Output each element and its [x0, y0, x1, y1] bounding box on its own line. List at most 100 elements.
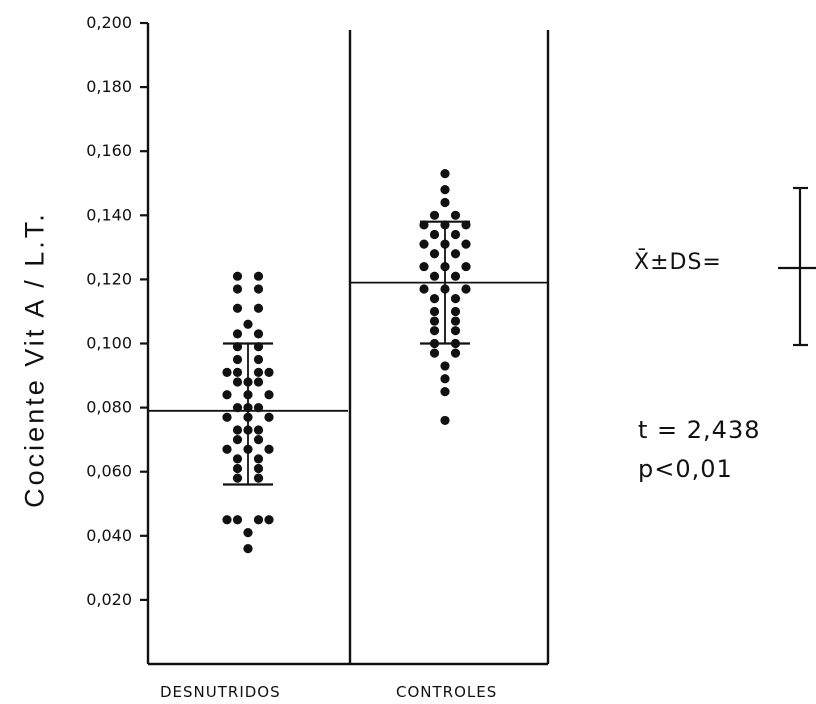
y-tick-label: 0,040	[86, 526, 132, 545]
data-point	[243, 390, 253, 400]
category-label-controles: CONTROLES	[396, 683, 498, 701]
data-point	[440, 386, 450, 397]
data-point	[253, 463, 264, 474]
data-point	[429, 306, 440, 317]
data-point	[450, 294, 461, 304]
groups	[148, 169, 548, 554]
data-point	[243, 444, 253, 454]
y-tick-label: 0,060	[86, 462, 132, 481]
data-point	[222, 515, 232, 525]
data-point	[429, 210, 440, 220]
data-point	[232, 463, 243, 474]
data-point	[253, 515, 264, 525]
data-point	[232, 515, 243, 525]
data-point	[461, 261, 471, 272]
data-point	[450, 271, 461, 281]
data-point	[232, 425, 243, 435]
data-point	[253, 377, 264, 387]
data-point	[232, 284, 243, 294]
data-point	[253, 342, 264, 352]
data-point	[440, 284, 450, 294]
t-statistic: t = 2,438	[638, 416, 761, 444]
y-tick-label: 0,140	[86, 205, 132, 224]
data-point	[429, 249, 440, 259]
legend-label: X̄±DS=	[634, 250, 722, 275]
data-point	[440, 197, 450, 208]
data-point	[450, 338, 461, 349]
data-point	[243, 319, 253, 329]
y-ticks: 0,020 0,040 0,060 0,080 0,100 0,120 0,140 0,160…	[86, 13, 148, 609]
data-point	[450, 210, 461, 220]
data-point	[232, 435, 243, 445]
data-point	[253, 454, 264, 464]
data-point	[264, 444, 274, 454]
data-point	[232, 329, 243, 339]
data-point	[440, 361, 450, 371]
y-tick-label: 0,120	[86, 269, 132, 288]
data-point	[253, 284, 264, 294]
data-point	[232, 342, 243, 352]
data-point	[253, 473, 264, 483]
data-point	[450, 229, 461, 240]
y-tick-label: 0,200	[86, 13, 132, 32]
data-point	[243, 412, 253, 422]
data-point	[440, 239, 450, 249]
category-label-desnutridos: DESNUTRIDOS	[160, 683, 281, 701]
data-point	[264, 367, 274, 377]
data-point	[232, 303, 243, 313]
data-point	[440, 185, 450, 195]
data-point	[253, 425, 264, 435]
data-point	[222, 444, 232, 454]
data-point	[243, 403, 253, 413]
data-point	[429, 338, 440, 349]
data-point	[253, 329, 264, 339]
data-point	[429, 348, 440, 358]
data-point	[450, 348, 461, 358]
data-point	[440, 261, 450, 272]
data-point	[419, 220, 429, 230]
data-point	[461, 284, 471, 294]
data-point	[232, 377, 243, 387]
data-point	[232, 473, 243, 483]
y-axis-label: Cociente Vit A / L.T.	[19, 211, 50, 508]
data-point	[419, 261, 429, 272]
data-point	[429, 271, 440, 281]
plot-axes	[146, 23, 550, 666]
data-point	[264, 412, 274, 422]
y-tick-label: 0,160	[86, 141, 132, 160]
data-point	[222, 390, 232, 400]
y-tick-label: 0,180	[86, 77, 132, 96]
data-point	[232, 454, 243, 464]
data-point	[243, 527, 253, 538]
y-tick-label: 0,020	[86, 590, 132, 609]
data-point	[232, 354, 243, 365]
data-point	[264, 515, 274, 525]
p-value: p<0,01	[638, 455, 733, 483]
data-point	[222, 367, 232, 377]
data-point	[429, 229, 440, 240]
data-point	[253, 367, 264, 377]
data-point	[232, 271, 243, 281]
data-point	[450, 326, 461, 336]
y-tick-label: 0,100	[86, 334, 132, 353]
data-point	[232, 367, 243, 377]
data-point	[450, 306, 461, 317]
data-point	[461, 220, 471, 230]
data-point	[253, 271, 264, 281]
data-point	[232, 403, 243, 413]
data-point	[450, 316, 461, 326]
y-tick-label: 0,080	[86, 398, 132, 417]
data-point	[461, 239, 471, 249]
data-point	[419, 284, 429, 294]
data-point	[429, 326, 440, 336]
data-point	[419, 239, 429, 249]
data-point	[429, 294, 440, 304]
data-point	[440, 374, 450, 384]
data-point	[243, 425, 253, 435]
data-point	[222, 412, 232, 422]
data-point	[253, 354, 264, 365]
data-point	[253, 403, 264, 413]
data-point	[243, 377, 253, 387]
data-point	[440, 220, 450, 230]
